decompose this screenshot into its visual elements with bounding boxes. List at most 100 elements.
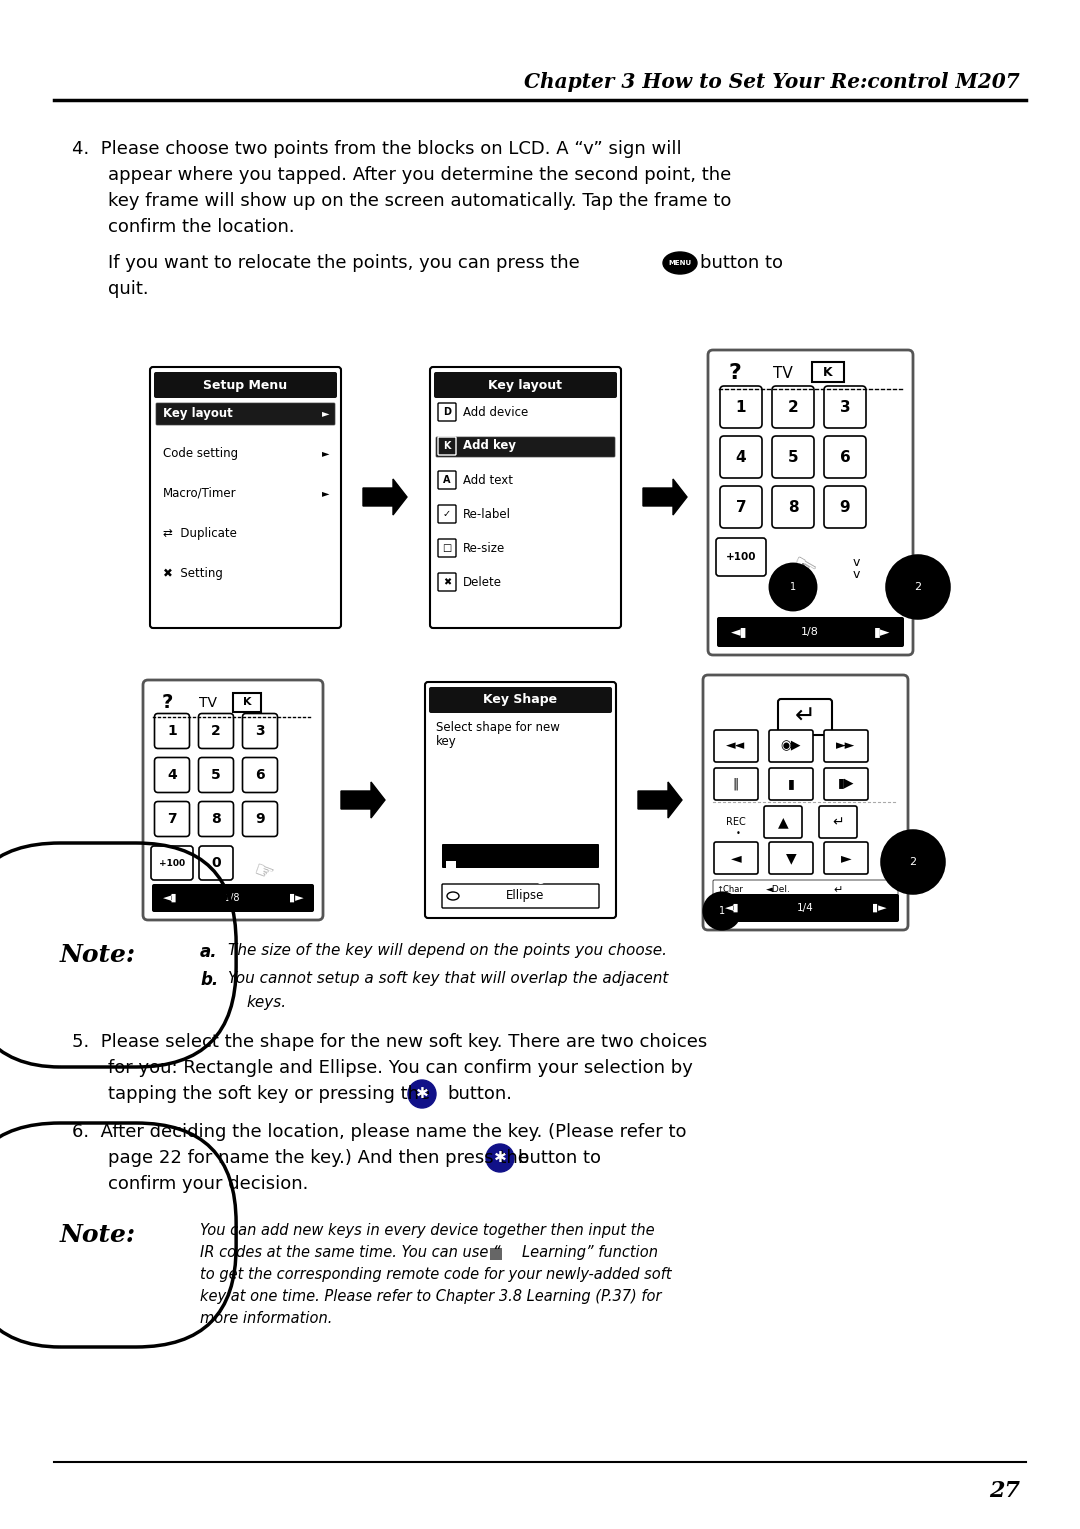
Polygon shape: [341, 781, 384, 818]
FancyBboxPatch shape: [714, 768, 758, 800]
Text: 27: 27: [989, 1480, 1020, 1501]
Text: key frame will show up on the screen automatically. Tap the frame to: key frame will show up on the screen aut…: [108, 193, 731, 209]
Bar: [446, 861, 456, 872]
FancyBboxPatch shape: [703, 674, 908, 930]
Text: 5: 5: [787, 450, 798, 465]
FancyBboxPatch shape: [812, 362, 843, 382]
FancyBboxPatch shape: [824, 729, 868, 761]
Text: 2: 2: [211, 725, 221, 739]
FancyBboxPatch shape: [429, 687, 612, 713]
Text: Add device: Add device: [463, 405, 528, 419]
FancyBboxPatch shape: [824, 768, 868, 800]
Text: v: v: [852, 569, 860, 581]
Text: You cannot setup a soft key that will overlap the adjacent: You cannot setup a soft key that will ov…: [228, 971, 669, 986]
Text: ↵: ↵: [795, 705, 815, 729]
Text: □: □: [443, 543, 451, 553]
Text: ◄▮: ◄▮: [163, 893, 177, 904]
Text: 3: 3: [839, 399, 850, 414]
Text: Add key: Add key: [463, 439, 516, 453]
Text: K: K: [443, 440, 450, 451]
Text: 5.  Please select the shape for the new soft key. There are two choices: 5. Please select the shape for the new s…: [72, 1034, 707, 1050]
FancyBboxPatch shape: [199, 714, 233, 749]
FancyBboxPatch shape: [824, 385, 866, 428]
FancyBboxPatch shape: [438, 437, 456, 456]
Text: ►: ►: [840, 852, 851, 865]
Text: •: •: [735, 830, 741, 838]
Text: IR codes at the same time. You can use “: IR codes at the same time. You can use “: [200, 1245, 501, 1260]
Text: button.: button.: [447, 1086, 512, 1102]
Text: 1: 1: [735, 399, 746, 414]
Text: Add text: Add text: [463, 474, 513, 486]
FancyBboxPatch shape: [824, 842, 868, 875]
FancyBboxPatch shape: [199, 801, 233, 836]
Text: quit.: quit.: [108, 280, 149, 298]
Ellipse shape: [447, 891, 459, 901]
Text: REC: REC: [726, 816, 746, 827]
Text: ?: ?: [729, 362, 742, 382]
Text: Macro/Timer: Macro/Timer: [163, 486, 237, 500]
Text: ▮►: ▮►: [288, 893, 303, 904]
FancyBboxPatch shape: [824, 486, 866, 528]
FancyBboxPatch shape: [769, 768, 813, 800]
FancyBboxPatch shape: [720, 436, 762, 479]
Text: ►: ►: [322, 448, 329, 459]
Text: 4: 4: [735, 450, 746, 465]
FancyBboxPatch shape: [154, 757, 189, 792]
Text: 9: 9: [839, 500, 850, 514]
Text: ▮►: ▮►: [874, 625, 890, 639]
Text: ◉▶: ◉▶: [781, 740, 801, 752]
FancyBboxPatch shape: [819, 806, 858, 838]
FancyBboxPatch shape: [438, 540, 456, 557]
FancyBboxPatch shape: [154, 801, 189, 836]
Text: ▲: ▲: [778, 815, 788, 829]
Text: K: K: [243, 697, 252, 706]
Text: key at one time. Please refer to Chapter 3.8 Learning (P.37) for: key at one time. Please refer to Chapter…: [200, 1289, 661, 1304]
Text: ✖  Setting: ✖ Setting: [163, 567, 222, 579]
FancyBboxPatch shape: [436, 437, 615, 457]
Text: ►: ►: [322, 488, 329, 498]
FancyBboxPatch shape: [769, 729, 813, 761]
Text: Note:: Note:: [60, 943, 136, 966]
Text: ↵: ↵: [834, 885, 842, 894]
Text: 4.  Please choose two points from the blocks on LCD. A “v” sign will: 4. Please choose two points from the blo…: [72, 141, 681, 157]
Text: appear where you tapped. After you determine the second point, the: appear where you tapped. After you deter…: [108, 167, 731, 183]
Text: a.: a.: [200, 943, 218, 962]
Text: Select shape for new: Select shape for new: [436, 720, 559, 734]
Text: 1: 1: [789, 583, 796, 592]
Text: Ellipse: Ellipse: [505, 890, 544, 902]
Text: 5: 5: [211, 768, 221, 781]
Text: 8: 8: [211, 812, 221, 826]
Text: b.: b.: [200, 971, 218, 989]
Text: ▮▶: ▮▶: [838, 778, 854, 790]
Text: page 22 for name the key.) And then press the: page 22 for name the key.) And then pres…: [108, 1148, 529, 1167]
FancyBboxPatch shape: [150, 367, 341, 628]
FancyBboxPatch shape: [434, 372, 617, 398]
Text: D: D: [443, 407, 451, 417]
Text: Code setting: Code setting: [163, 446, 238, 460]
Text: If you want to relocate the points, you can press the: If you want to relocate the points, you …: [108, 254, 580, 272]
FancyBboxPatch shape: [717, 618, 904, 647]
FancyBboxPatch shape: [438, 573, 456, 592]
FancyBboxPatch shape: [199, 846, 233, 881]
FancyBboxPatch shape: [764, 806, 802, 838]
FancyBboxPatch shape: [438, 505, 456, 523]
Text: MENU: MENU: [669, 260, 691, 266]
Text: Key layout: Key layout: [163, 407, 233, 419]
Circle shape: [408, 1079, 436, 1109]
Text: Delete: Delete: [463, 575, 502, 589]
FancyBboxPatch shape: [151, 846, 193, 881]
FancyBboxPatch shape: [243, 757, 278, 792]
Text: ▼: ▼: [785, 852, 796, 865]
Text: 1/4: 1/4: [797, 904, 813, 913]
Polygon shape: [643, 479, 687, 515]
FancyBboxPatch shape: [714, 729, 758, 761]
Text: ✱: ✱: [416, 1087, 429, 1101]
Text: Re-label: Re-label: [463, 508, 511, 520]
Text: Note:: Note:: [60, 1223, 136, 1248]
Text: ✖: ✖: [443, 576, 451, 587]
FancyBboxPatch shape: [143, 680, 323, 920]
FancyBboxPatch shape: [720, 486, 762, 528]
FancyBboxPatch shape: [772, 486, 814, 528]
Text: +100: +100: [159, 858, 185, 867]
Text: 1: 1: [719, 907, 725, 916]
